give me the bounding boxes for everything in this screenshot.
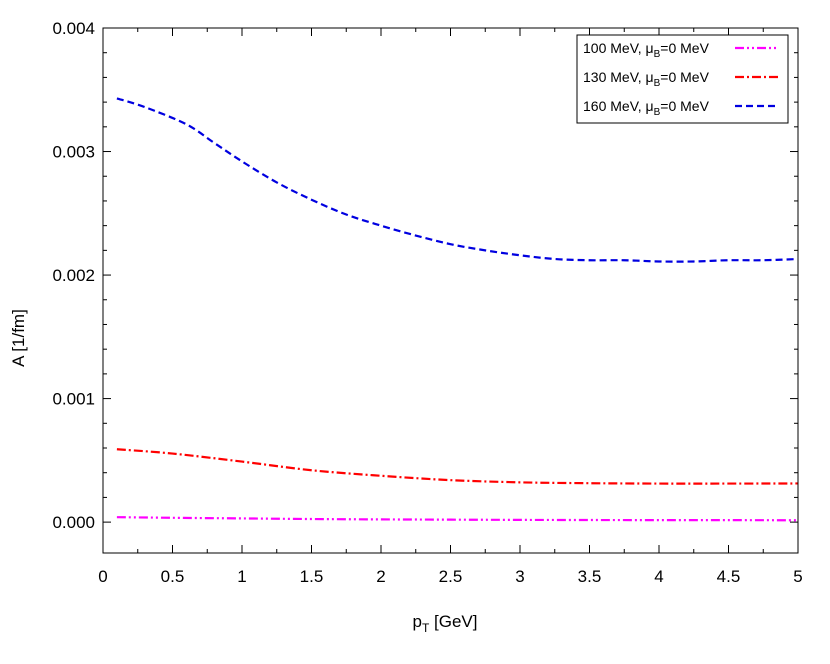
x-tick-label: 1.5	[300, 567, 324, 586]
x-tick-label: 0	[98, 567, 107, 586]
x-tick-label: 4.5	[717, 567, 741, 586]
x-tick-label: 2	[376, 567, 385, 586]
x-tick-label: 4	[654, 567, 663, 586]
series-line-1	[116, 516, 799, 522]
axis-ticks: 0 0.5 1 1.5 2 2.5 3 3.5 4 4.5 5 0.000 0.001 0.002 0.00…	[52, 19, 802, 586]
y-tick-label: 0.001	[52, 390, 95, 409]
series-layer	[116, 97, 799, 522]
x-axis-title: pT [GeV]	[413, 612, 478, 635]
x-axis-title-sub: T	[422, 621, 430, 635]
y-tick-label: 0.003	[52, 143, 95, 162]
x-tick-label: 5	[793, 567, 802, 586]
legend-label-3: 160 MeV, μB=0 MeV	[583, 98, 710, 118]
y-tick-label: 0.002	[52, 266, 95, 285]
x-tick-label: 2.5	[439, 567, 463, 586]
series-line-3	[116, 97, 799, 263]
y-tick-label: 0.004	[52, 19, 95, 38]
x-axis-title-main: p	[413, 612, 422, 631]
plot-frame	[102, 27, 799, 554]
x-tick-label: 1	[237, 567, 246, 586]
y-tick-label: 0.000	[52, 513, 95, 532]
legend: 100 MeV, μB=0 MeV 130 MeV, μB=0 MeV 160 Me…	[576, 34, 789, 124]
x-tick-label: 3.5	[578, 567, 602, 586]
y-axis-title: A [1/fm]	[9, 309, 28, 367]
x-axis-title-rest: [GeV]	[429, 612, 477, 631]
legend-label-2: 130 MeV, μB=0 MeV	[583, 69, 710, 89]
legend-box	[576, 34, 789, 124]
series-line-2	[116, 448, 799, 485]
x-tick-label: 3	[515, 567, 524, 586]
legend-label-1: 100 MeV, μB=0 MeV	[583, 40, 710, 60]
x-tick-label: 0.5	[161, 567, 185, 586]
